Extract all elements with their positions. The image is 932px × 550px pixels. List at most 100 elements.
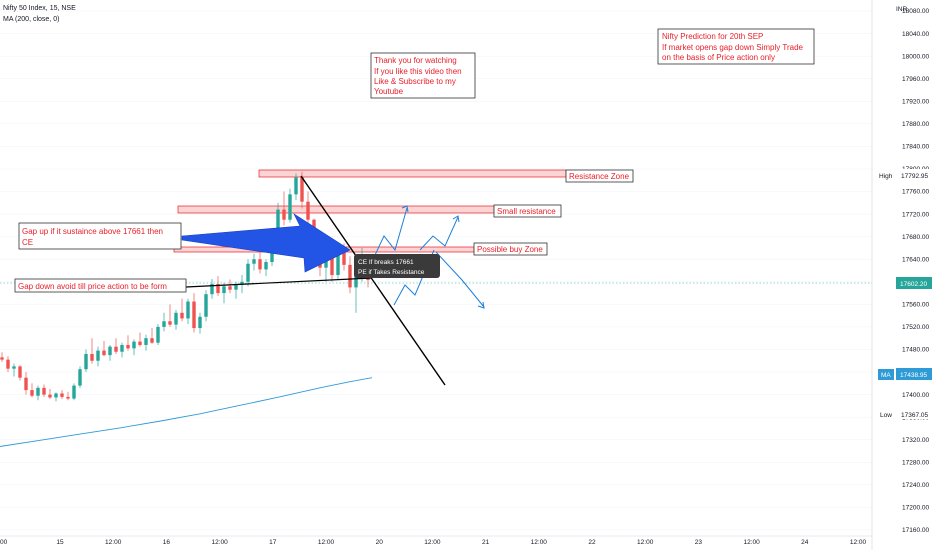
candle-body[interactable] [330, 256, 334, 276]
candle-body[interactable] [336, 252, 340, 276]
candlestick-series[interactable] [0, 171, 370, 402]
projection-path-up-1[interactable] [367, 207, 408, 271]
ce-pe-tooltip[interactable]: CE If breaks 17661 PE if Takes Resistanc… [354, 254, 440, 278]
candle-body[interactable] [30, 390, 34, 396]
candle-body[interactable] [234, 284, 238, 290]
candle-body[interactable] [60, 393, 64, 397]
candle-body[interactable] [162, 321, 166, 327]
candle-body[interactable] [12, 366, 16, 369]
candle-body[interactable] [6, 359, 10, 369]
time-tick-label: 23 [695, 539, 703, 546]
price-tick-label: 17480.00 [902, 347, 929, 354]
candle-body[interactable] [18, 366, 22, 378]
candle-body[interactable] [288, 194, 292, 220]
gap-up-note[interactable]: Gap up if it sustaince above 17661 then … [18, 222, 182, 250]
candle-body[interactable] [96, 350, 100, 361]
candle-body[interactable] [300, 177, 304, 202]
high-badge-label: High [879, 173, 893, 180]
candle-body[interactable] [42, 387, 46, 395]
candle-body[interactable] [102, 350, 106, 356]
candle-body[interactable] [144, 338, 148, 345]
candle-body[interactable] [114, 346, 118, 352]
candle-body[interactable] [120, 344, 124, 352]
gap-up-arrow[interactable] [181, 213, 351, 273]
candle-body[interactable] [72, 385, 76, 399]
possible-buy-label[interactable]: Possible buy Zone [473, 242, 548, 256]
candle-body[interactable] [156, 326, 160, 343]
candle-body[interactable] [210, 284, 214, 295]
gap-down-line[interactable] [185, 277, 373, 288]
candle-body[interactable] [126, 344, 130, 349]
candle-body[interactable] [306, 201, 310, 220]
candle-body[interactable] [246, 263, 250, 282]
candle-body[interactable] [24, 377, 28, 391]
gap-down-note[interactable]: Gap down avoid till price action to be f… [14, 278, 187, 293]
candle-body[interactable] [294, 177, 298, 195]
price-tick-label: 17200.00 [902, 505, 929, 512]
price-tick-label: 18080.00 [902, 8, 929, 15]
candle-body[interactable] [348, 264, 352, 288]
ce-line: CE If breaks 17661 [358, 259, 414, 266]
candle-body[interactable] [90, 353, 94, 361]
time-tick-label: 12:00 [424, 539, 441, 546]
thank-you-note[interactable]: Thank you for watching If you like this … [370, 52, 476, 99]
candle-body[interactable] [150, 338, 154, 343]
candle-body[interactable] [258, 259, 262, 270]
small-resistance-label[interactable]: Small resistance [493, 204, 562, 218]
candle-body[interactable] [36, 387, 40, 396]
prediction-line-1: Nifty Prediction for 20th SEP [662, 32, 763, 41]
price-tick-label: 17720.00 [902, 211, 929, 218]
gap-down-note-box [14, 278, 187, 293]
projection-path-down[interactable] [435, 251, 485, 308]
candle-body[interactable] [66, 396, 70, 399]
prediction-note[interactable]: Nifty Prediction for 20th SEP If market … [657, 28, 815, 65]
candle-body[interactable] [54, 393, 58, 398]
time-tick-label: 12:00 [105, 539, 122, 546]
candle-body[interactable] [228, 286, 232, 290]
candle-body[interactable] [138, 341, 142, 345]
price-tick-label: 17840.00 [902, 144, 929, 151]
trend-line[interactable] [300, 175, 446, 386]
time-tick-label: 17 [269, 539, 277, 546]
candle-body[interactable] [282, 209, 286, 220]
candle-body[interactable] [204, 294, 208, 317]
candle-body[interactable] [342, 252, 346, 265]
candle-body[interactable] [198, 316, 202, 329]
price-tick-label: 17560.00 [902, 302, 929, 309]
price-tick-label: 17640.00 [902, 256, 929, 263]
candle-body[interactable] [108, 346, 112, 356]
price-tick-label: 17320.00 [902, 437, 929, 444]
high-badge-value: 17792.95 [901, 173, 928, 180]
high-badge-label-bg [874, 170, 896, 180]
price-tick-label: 17960.00 [902, 76, 929, 83]
candle-body[interactable] [84, 353, 88, 370]
candle-body[interactable] [264, 262, 268, 270]
candle-body[interactable] [276, 209, 280, 242]
candle-body[interactable] [354, 276, 358, 288]
ma-200-line[interactable] [0, 377, 373, 447]
candle-body[interactable] [222, 286, 226, 294]
candle-body[interactable] [180, 312, 184, 319]
resistance-zone[interactable] [258, 169, 567, 178]
candle-body[interactable] [0, 357, 4, 360]
gap-up-line-2: CE [22, 238, 33, 247]
small-resistance-zone[interactable] [177, 205, 495, 214]
candle-body[interactable] [132, 341, 136, 349]
candle-body[interactable] [174, 312, 178, 325]
candle-body[interactable] [252, 259, 256, 264]
candle-body[interactable] [192, 301, 196, 329]
candle-body[interactable] [216, 284, 220, 294]
resistance-zone-label[interactable]: Resistance Zone [565, 169, 634, 183]
candle-body[interactable] [168, 321, 172, 325]
low-badge: Low 17367.05 [876, 408, 932, 419]
ma-badge-value: 17438.95 [900, 372, 927, 379]
time-tick-label: 22 [588, 539, 596, 546]
possible-buy-label-box [473, 242, 548, 256]
candle-body[interactable] [48, 394, 52, 398]
resistance-zone-text: Resistance Zone [569, 172, 630, 181]
candle-body[interactable] [186, 301, 190, 319]
symbol-title: Nifty 50 Index, 15, NSE [3, 5, 76, 12]
candle-body[interactable] [78, 369, 82, 386]
projection-path-up-2[interactable] [419, 216, 459, 251]
